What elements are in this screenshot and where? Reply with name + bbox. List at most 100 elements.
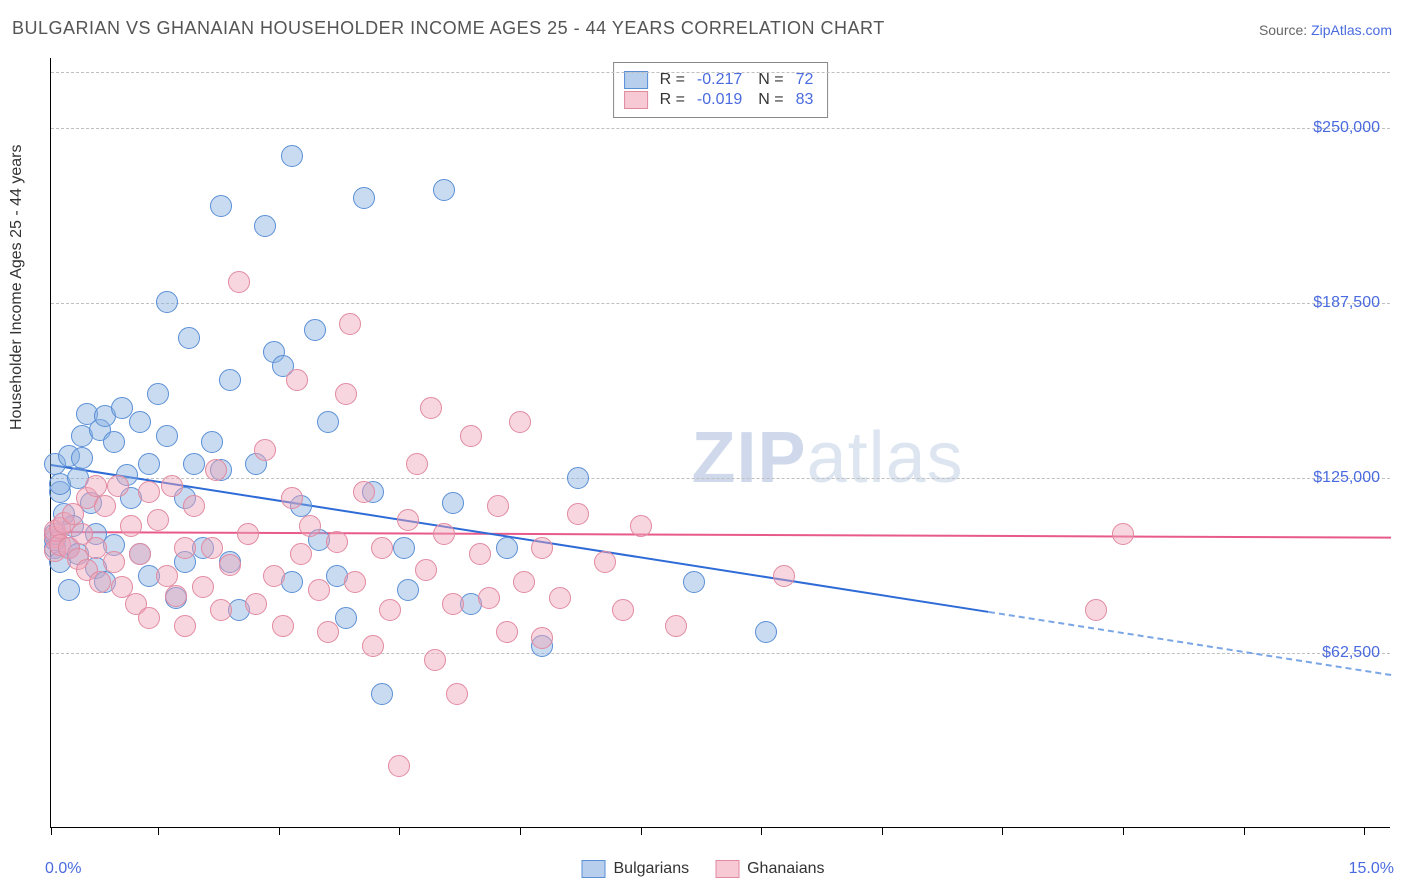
data-point [397, 579, 419, 601]
data-point [612, 599, 634, 621]
data-point [228, 271, 250, 293]
data-point [496, 621, 518, 643]
x-tick [158, 827, 159, 835]
x-tick [882, 827, 883, 835]
swatch-pink-icon [715, 860, 739, 878]
data-point [254, 215, 276, 237]
data-point [245, 593, 267, 615]
data-point [433, 523, 455, 545]
y-tick-label: $62,500 [1322, 644, 1380, 662]
data-point [317, 621, 339, 643]
data-point [326, 531, 348, 553]
watermark-zip: ZIP [692, 418, 807, 498]
data-point [304, 319, 326, 341]
r-value-blue: -0.217 [697, 71, 742, 89]
data-point [442, 593, 464, 615]
legend-label-ghanaians: Ghanaians [747, 860, 824, 878]
x-tick [761, 827, 762, 835]
x-tick [1002, 827, 1003, 835]
data-point [210, 599, 232, 621]
data-point [335, 607, 357, 629]
plot-area: ZIPatlas R = -0.217 N = 72 R = -0.019 N … [50, 58, 1390, 828]
data-point [339, 313, 361, 335]
x-tick [399, 827, 400, 835]
data-point [317, 411, 339, 433]
gridline [51, 72, 1390, 73]
legend-item-bulgarians: Bulgarians [582, 860, 690, 878]
data-point [487, 495, 509, 517]
data-point [290, 543, 312, 565]
data-point [446, 683, 468, 705]
legend-label-bulgarians: Bulgarians [614, 860, 690, 878]
data-point [281, 487, 303, 509]
data-point [665, 615, 687, 637]
data-point [630, 515, 652, 537]
data-point [531, 537, 553, 559]
y-axis-title: Householder Income Ages 25 - 44 years [8, 145, 26, 431]
swatch-blue [624, 71, 648, 89]
data-point [379, 599, 401, 621]
data-point [58, 579, 80, 601]
data-point [219, 554, 241, 576]
data-point [371, 537, 393, 559]
data-point [388, 755, 410, 777]
data-point [393, 537, 415, 559]
y-tick-label: $187,500 [1313, 294, 1380, 312]
legend-item-ghanaians: Ghanaians [715, 860, 824, 878]
legend-correlation: R = -0.217 N = 72 R = -0.019 N = 83 [613, 62, 829, 118]
data-point [201, 431, 223, 453]
data-point [567, 503, 589, 525]
data-point [161, 475, 183, 497]
data-point [138, 481, 160, 503]
data-point [129, 543, 151, 565]
r-label: R = [660, 71, 685, 89]
r-value-pink: -0.019 [697, 91, 742, 109]
data-point [201, 537, 223, 559]
n-label: N = [758, 91, 783, 109]
data-point [371, 683, 393, 705]
swatch-blue-icon [582, 860, 606, 878]
data-point [567, 467, 589, 489]
data-point [1085, 599, 1107, 621]
data-point [755, 621, 777, 643]
y-tick-label: $250,000 [1313, 119, 1380, 137]
data-point [254, 439, 276, 461]
x-axis-min-label: 0.0% [45, 860, 81, 878]
data-point [353, 481, 375, 503]
gridline [51, 303, 1390, 304]
data-point [120, 515, 142, 537]
data-point [299, 515, 321, 537]
data-point [178, 327, 200, 349]
data-point [397, 509, 419, 531]
x-tick [520, 827, 521, 835]
data-point [138, 453, 160, 475]
data-point [531, 627, 553, 649]
data-point [219, 369, 241, 391]
data-point [424, 649, 446, 671]
data-point [344, 571, 366, 593]
data-point [147, 509, 169, 531]
data-point [192, 576, 214, 598]
data-point [103, 431, 125, 453]
data-point [594, 551, 616, 573]
x-tick [1244, 827, 1245, 835]
x-tick [1123, 827, 1124, 835]
r-label: R = [660, 91, 685, 109]
watermark: ZIPatlas [692, 417, 964, 499]
data-point [420, 397, 442, 419]
source-link[interactable]: ZipAtlas.com [1311, 22, 1392, 38]
data-point [89, 571, 111, 593]
chart-title: BULGARIAN VS GHANAIAN HOUSEHOLDER INCOME… [12, 18, 885, 39]
data-point [509, 411, 531, 433]
n-value-pink: 83 [796, 91, 814, 109]
data-point [308, 579, 330, 601]
n-value-blue: 72 [796, 71, 814, 89]
data-point [478, 587, 500, 609]
data-point [362, 635, 384, 657]
data-point [683, 571, 705, 593]
data-point [147, 383, 169, 405]
swatch-pink [624, 91, 648, 109]
source-attribution: Source: ZipAtlas.com [1259, 22, 1392, 38]
data-point [210, 195, 232, 217]
gridline [51, 128, 1390, 129]
